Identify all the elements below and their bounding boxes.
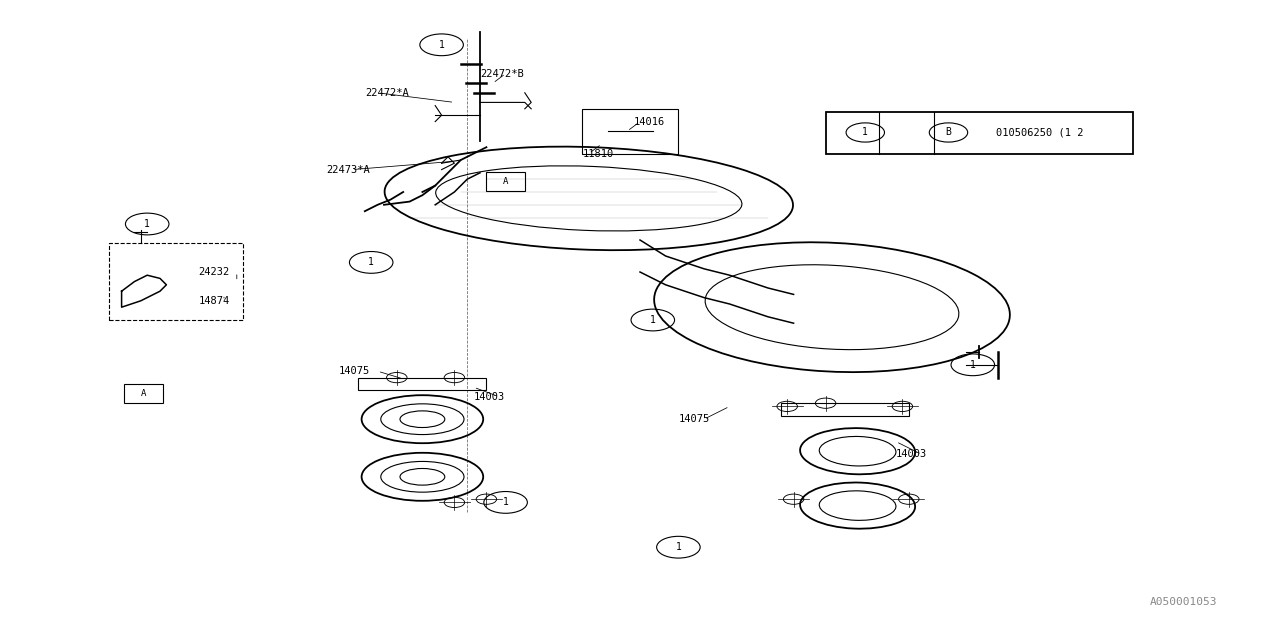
Text: 1: 1 <box>676 542 681 552</box>
Text: 1: 1 <box>970 360 975 370</box>
Text: 22473*A: 22473*A <box>326 164 370 175</box>
Text: 22472*A: 22472*A <box>365 88 408 98</box>
Text: 1: 1 <box>145 219 150 229</box>
Bar <box>826 112 1133 154</box>
Bar <box>582 109 678 154</box>
Text: A: A <box>503 177 508 186</box>
Bar <box>109 243 243 320</box>
Text: 24232: 24232 <box>198 267 229 277</box>
Text: 1: 1 <box>503 497 508 508</box>
Text: B: B <box>946 127 951 138</box>
Text: 14075: 14075 <box>339 366 370 376</box>
Text: 11810: 11810 <box>582 148 613 159</box>
Text: 14003: 14003 <box>896 449 927 460</box>
Bar <box>124 384 163 403</box>
Text: 14075: 14075 <box>678 414 709 424</box>
Text: 1: 1 <box>439 40 444 50</box>
Text: 14016: 14016 <box>634 116 664 127</box>
Bar <box>781 403 909 416</box>
Text: 14003: 14003 <box>474 392 504 402</box>
Text: A050001053: A050001053 <box>1151 596 1217 607</box>
Bar <box>358 378 486 390</box>
Text: A: A <box>141 389 146 398</box>
Text: 010506250 (1 2: 010506250 (1 2 <box>996 127 1083 138</box>
Bar <box>486 172 525 191</box>
Text: 1: 1 <box>369 257 374 268</box>
Text: 1: 1 <box>650 315 655 325</box>
Text: 1: 1 <box>863 127 868 138</box>
Text: 22472*B: 22472*B <box>480 68 524 79</box>
Text: 14874: 14874 <box>198 296 229 306</box>
